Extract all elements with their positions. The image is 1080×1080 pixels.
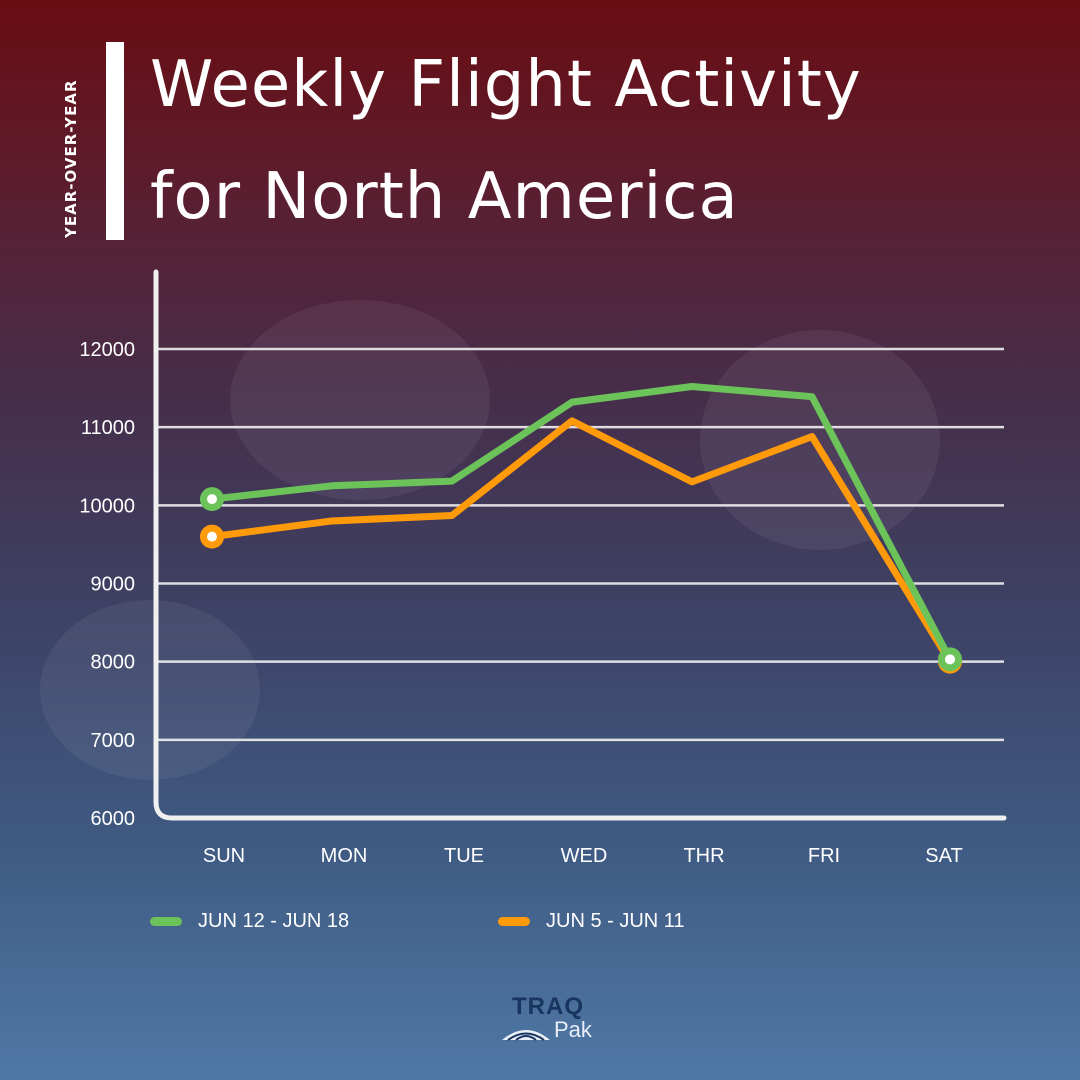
x-tick-label: SAT: [925, 845, 962, 867]
x-tick-label: FRI: [808, 845, 840, 867]
axis-line: [153, 269, 1007, 821]
background-photo-texture: [40, 600, 260, 780]
brand-logo: TRAQ Pak: [498, 994, 618, 1050]
legend-label-previous: JUN 5 - JUN 11: [546, 909, 685, 932]
series-line: [208, 417, 954, 666]
background-photo-texture: [700, 330, 940, 550]
legend-swatch-current: [150, 916, 182, 926]
legend-item-previous: JUN 5 - JUN 11: [498, 908, 685, 934]
y-tick-label: 6000: [91, 808, 136, 830]
data-point-marker-center: [207, 494, 217, 505]
page-title-line-2: for North America: [150, 160, 739, 234]
legend-swatch-previous: [498, 916, 530, 926]
logo-wing-icon: [502, 1030, 550, 1041]
x-tick-label: SUN: [203, 845, 245, 867]
data-point-marker-center: [207, 531, 217, 542]
y-tick-label: 7000: [91, 730, 136, 752]
x-tick-label: MON: [321, 845, 368, 867]
logo-wordmark-bottom: Pak: [554, 1017, 592, 1042]
y-tick-label: 11000: [81, 417, 135, 439]
data-point-marker-center: [945, 654, 955, 665]
y-tick-label: 8000: [91, 652, 136, 674]
page-title-line-1: Weekly Flight Activity: [150, 48, 862, 122]
title-accent-bar: [106, 42, 124, 240]
y-tick-label: 12000: [79, 339, 135, 361]
background-photo-texture: [230, 300, 490, 500]
logo-wordmark-top: TRAQ: [512, 993, 584, 1020]
x-tick-label: THR: [683, 845, 724, 867]
y-tick-label: 9000: [91, 574, 136, 596]
y-tick-label: 10000: [79, 495, 135, 517]
legend-label-current: JUN 12 - JUN 18: [198, 909, 350, 932]
x-tick-label: WED: [561, 845, 608, 867]
x-tick-label: TUE: [444, 845, 484, 867]
legend-item-current: JUN 12 - JUN 18: [150, 908, 349, 934]
